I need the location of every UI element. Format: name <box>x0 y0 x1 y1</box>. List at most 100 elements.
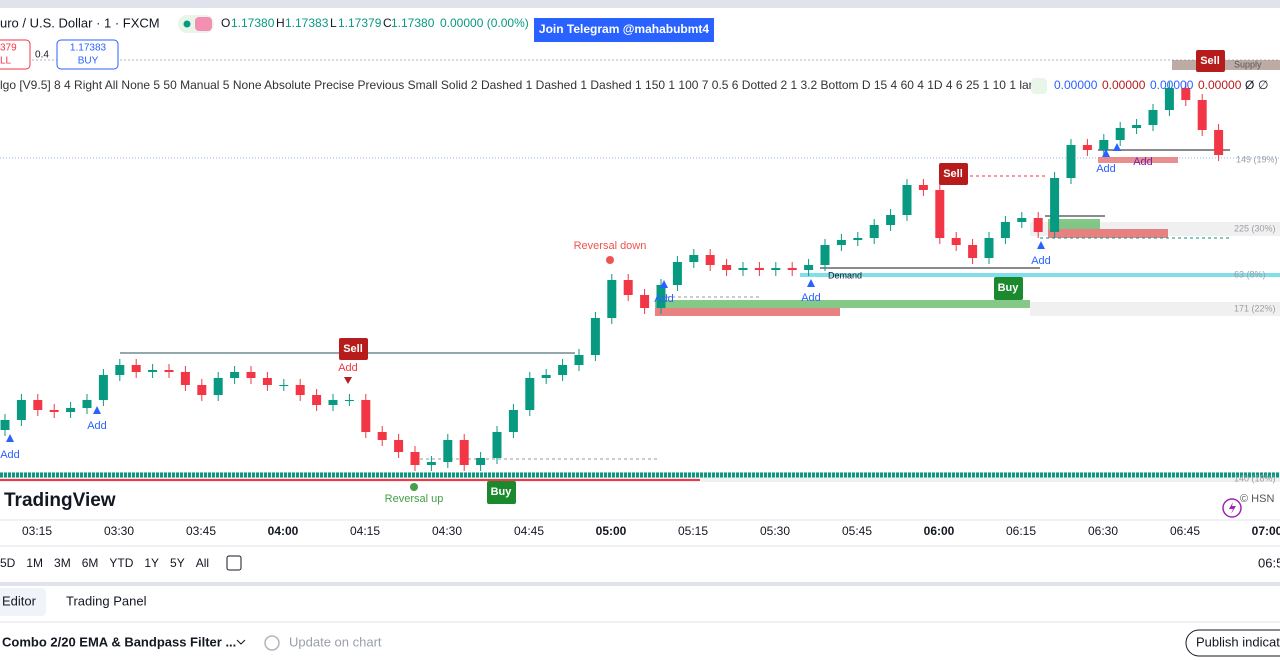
candle-body <box>968 245 978 258</box>
watermark: TradingView <box>4 490 116 511</box>
candle-body <box>394 440 404 452</box>
indicator-settings[interactable]: lgo [V9.5] 8 4 Right All None 5 50 Manua… <box>0 78 1046 92</box>
tab[interactable]: Editor <box>2 593 37 608</box>
candle-body <box>918 185 928 190</box>
candle-body <box>1050 178 1060 232</box>
candle-body <box>1017 218 1027 222</box>
date-range-icon[interactable] <box>226 555 242 571</box>
range-button[interactable]: 6M <box>82 556 99 570</box>
sell-signal <box>1196 50 1225 72</box>
zone-label: 149 (19%) <box>1236 154 1278 164</box>
indicator-value: ∅ <box>1258 78 1268 92</box>
time-label: 05:30 <box>760 524 790 538</box>
candle-body <box>0 420 10 430</box>
candle-body <box>180 372 190 385</box>
supply-zone <box>1098 157 1178 163</box>
add-text: Add <box>338 362 358 374</box>
range-button[interactable]: 5D <box>0 556 16 570</box>
indicator-value: 0.00000 <box>1150 78 1194 92</box>
candle-body <box>131 365 141 372</box>
range-button[interactable]: YTD <box>109 556 133 570</box>
add-arrow <box>660 280 668 288</box>
dropdown-icon[interactable] <box>236 639 246 645</box>
candle-body <box>705 255 715 265</box>
add-text: Add <box>1096 163 1116 175</box>
buy-label[interactable]: BUY <box>78 56 99 67</box>
tab[interactable]: Trading Panel <box>66 593 147 608</box>
time-label: 06:00 <box>924 524 955 538</box>
sell-button[interactable] <box>0 39 31 70</box>
range-button[interactable]: 3M <box>54 556 71 570</box>
symbol[interactable]: uro / U.S. Dollar · 1 · FXCM <box>0 15 160 30</box>
range-button[interactable]: 1Y <box>144 556 159 570</box>
candle-body <box>1000 222 1010 238</box>
telegram-text[interactable]: Join Telegram @mahabubmt4 <box>539 22 710 36</box>
candle-body <box>1164 88 1174 110</box>
candle-body <box>1181 88 1191 100</box>
sell-signal <box>939 163 968 185</box>
annotations: Sell Sell Sell Buy Buy Add Add Add Add A… <box>0 50 1278 505</box>
zone-band <box>1030 302 1280 316</box>
zone-label: 171 (22%) <box>1234 303 1276 313</box>
candle-body <box>722 265 732 270</box>
candle-body <box>98 375 108 400</box>
sell-price[interactable]: 379 <box>0 43 17 54</box>
top-border <box>0 0 1280 8</box>
telegram-banner[interactable] <box>534 18 714 42</box>
indicator-icon[interactable] <box>1031 78 1047 94</box>
candle-body <box>361 400 371 432</box>
chart-area <box>0 59 1280 482</box>
candle-body <box>541 375 551 378</box>
ohlc-change: 0.00000 (0.00%) <box>440 16 529 30</box>
script-name[interactable]: Combo 2/20 EMA & Bandpass Filter ... <box>2 634 236 649</box>
ohlc-key: L <box>330 16 337 30</box>
ohlc-value: 1.17383 <box>285 16 329 30</box>
header: uro / U.S. Dollar · 1 · FXCM O 1.17380 H… <box>0 15 1268 94</box>
bolt <box>1229 502 1236 514</box>
buy-price[interactable]: 1.17383 <box>70 43 107 54</box>
range-button[interactable]: 5Y <box>170 556 185 570</box>
add-text: Add <box>87 420 107 432</box>
buy-button[interactable] <box>56 39 119 70</box>
publish-text[interactable]: Publish indicat <box>1196 634 1280 649</box>
candle-body <box>492 432 502 458</box>
ohlc-value: 1.17380 <box>231 16 275 30</box>
candle-body <box>410 452 420 465</box>
sell-signal <box>339 338 368 360</box>
publish-button[interactable] <box>1185 629 1280 657</box>
candle-body <box>33 400 43 410</box>
range-bar: 5D 1M 3M 6M YTD 1Y 5Y All <box>0 556 209 570</box>
sell-label[interactable]: LL <box>0 56 12 67</box>
indicator-value: 0.00000 <box>1054 78 1098 92</box>
add-text: Add <box>1133 156 1153 168</box>
candle-body <box>1197 100 1207 130</box>
candle-body <box>738 268 748 270</box>
time-label: 04:15 <box>350 524 380 538</box>
tab-active[interactable] <box>0 588 46 616</box>
add-arrow <box>1102 149 1110 157</box>
time-label: 06:15 <box>1006 524 1036 538</box>
add-text: Add <box>0 449 20 461</box>
candle-body <box>820 245 830 265</box>
zone-label: 225 (30%) <box>1234 223 1276 233</box>
range-button[interactable]: 1M <box>26 556 43 570</box>
time-label: 07:00 <box>1252 524 1280 538</box>
candle-body <box>377 432 387 440</box>
candle-body <box>443 440 453 462</box>
candle-body <box>115 365 125 375</box>
candle-body <box>508 410 518 432</box>
reversal-down: Reversal down <box>574 240 647 252</box>
indicator-value: 0.00000 <box>1102 78 1146 92</box>
time-label: 03:15 <box>22 524 52 538</box>
candle-body <box>1066 145 1076 178</box>
candle-body <box>804 265 814 270</box>
time-label: 05:15 <box>678 524 708 538</box>
candle-body <box>574 355 584 365</box>
update-button[interactable]: Update on chart <box>289 634 382 649</box>
range-button[interactable]: All <box>196 556 209 570</box>
candle-body <box>459 440 469 465</box>
candle-body <box>476 458 486 465</box>
candle-body <box>164 370 174 372</box>
